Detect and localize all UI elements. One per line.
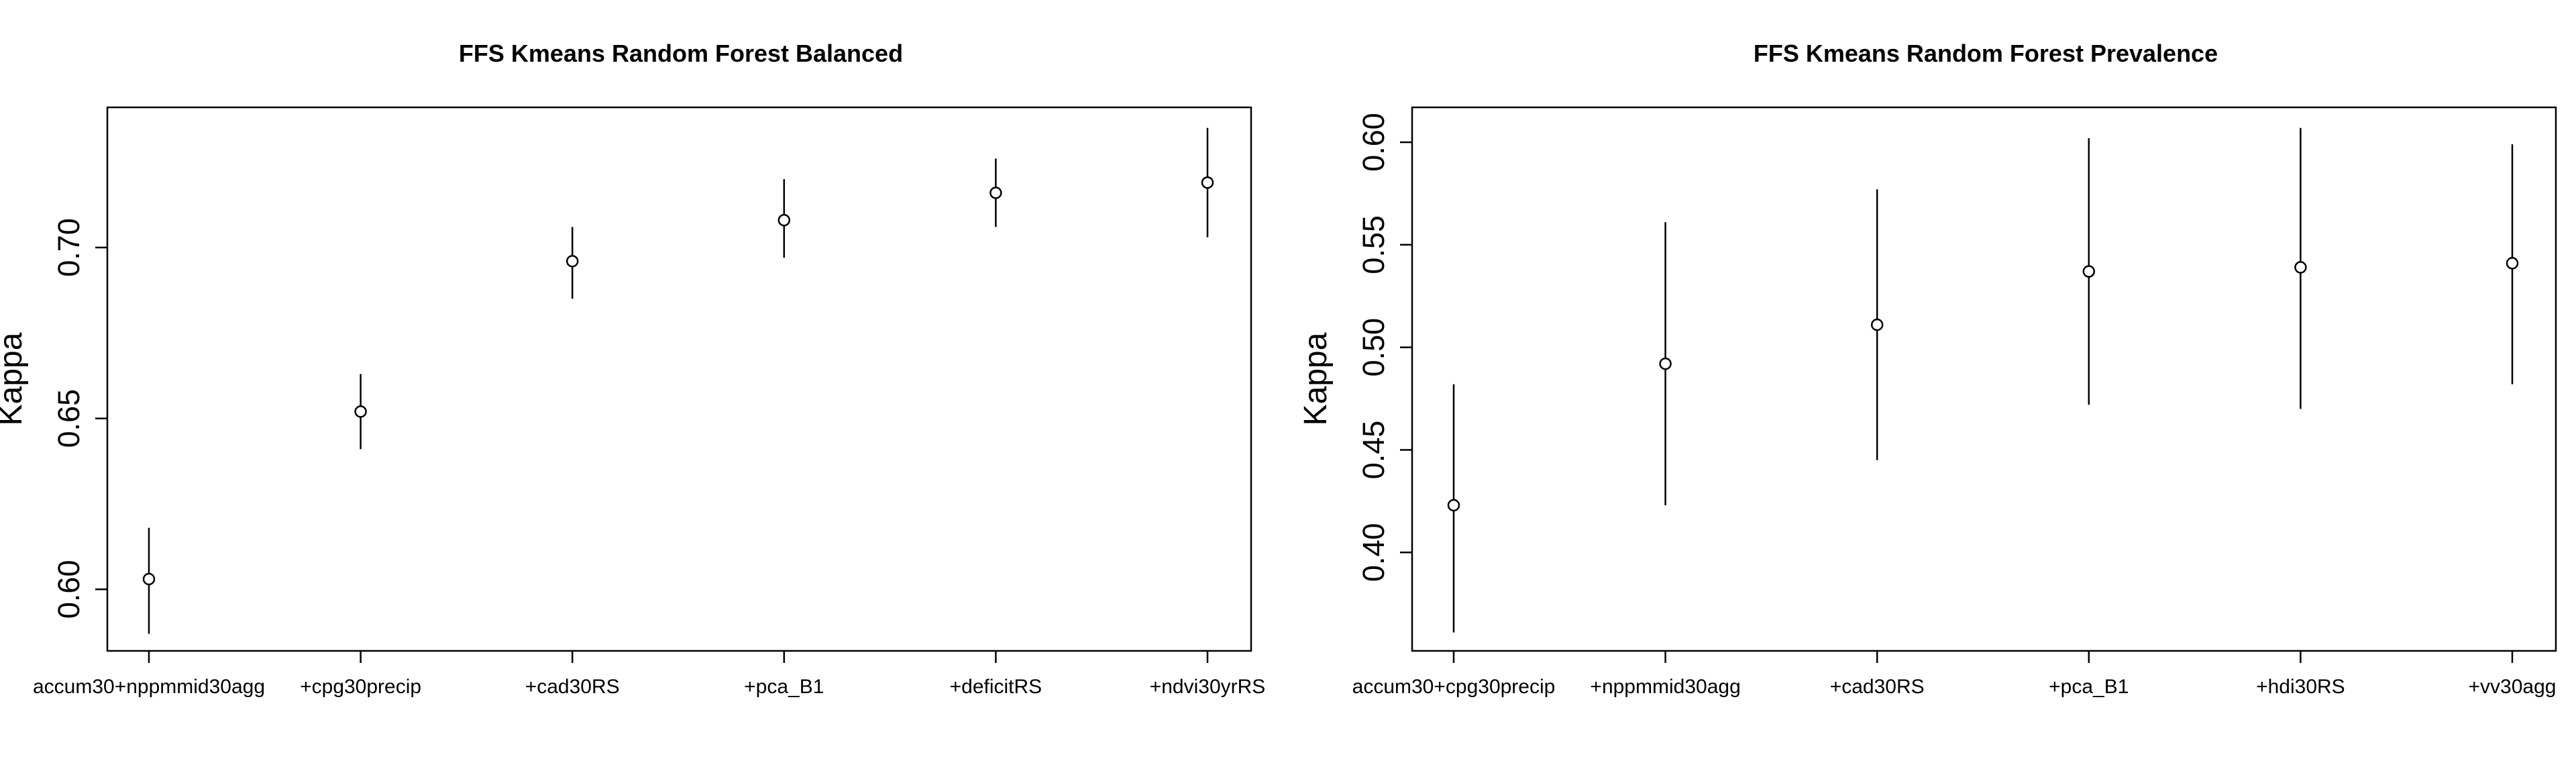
data-point [1870,318,1884,331]
chart-title: FFS Kmeans Random Forest Prevalence [1754,40,2218,67]
y-tick-label: 0.55 [1356,215,1391,274]
data-marks [142,127,1214,634]
data-point [354,405,367,418]
y-axis-label: Kappa [0,332,29,425]
y-tick-label: 0.40 [1356,523,1391,582]
chart-title: FFS Kmeans Random Forest Balanced [459,40,903,67]
x-tick-label: +deficitRS [950,676,1042,698]
data-point [777,213,791,227]
y-tick-label: 0.60 [52,560,86,619]
data-point [142,572,156,586]
data-point [1447,499,1460,512]
data-point [1201,176,1214,189]
x-axis: accum30+nppmmid30agg +cpg30precip +cad30RS… [33,651,1265,698]
data-point [2506,257,2519,270]
x-tick-label: accum30+cpg30precip [1352,676,1556,698]
data-point [989,187,1002,199]
x-tick-label: +hdi30RS [2256,676,2345,698]
chart-panel-prevalence: FFS Kmeans Random Forest Prevalence Kapp… [1298,40,2557,698]
x-tick-label: +nppmmid30agg [1590,676,1740,698]
y-tick-label: 0.70 [52,218,86,277]
x-tick-label: +cad30RS [1830,676,1925,698]
x-tick-label: +vv30agg [2469,676,2557,698]
y-axis: 0.40 0.45 0.50 0.55 0.60 [1356,113,1412,582]
chart-panel-balanced: FFS Kmeans Random Forest Balanced Kappa … [0,40,1265,698]
y-tick-label: 0.50 [1356,318,1391,377]
y-tick-label: 0.65 [52,389,86,448]
x-tick-label: +pca_B1 [2049,676,2129,698]
x-tick-label: +cad30RS [525,676,620,698]
data-marks [1447,127,2519,633]
data-point [2294,261,2307,274]
x-tick-label: +ndvi30yrRS [1150,676,1266,698]
x-tick-label: +pca_B1 [744,676,824,698]
data-point [2082,265,2096,278]
x-tick-label: +cpg30precip [300,676,421,698]
plot-frame [1411,106,2557,652]
plot-frame [106,106,1252,652]
y-axis: 0.60 0.65 0.70 [52,218,107,619]
data-point [566,254,579,268]
data-point [1659,357,1672,370]
x-axis: accum30+cpg30precip +nppmmid30agg +cad30RS… [1352,651,2557,698]
x-tick-label: accum30+nppmmid30agg [33,676,265,698]
y-tick-label: 0.45 [1356,421,1391,480]
y-axis-label: Kappa [1298,332,1334,425]
y-tick-label: 0.60 [1356,113,1391,172]
